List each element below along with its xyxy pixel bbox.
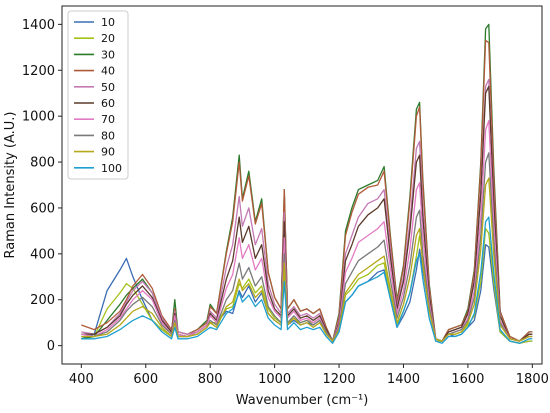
- series-line-70: [81, 120, 533, 342]
- plot-lines: [81, 23, 533, 344]
- x-tick-label: 600: [133, 372, 158, 387]
- legend-label-40: 40: [101, 65, 115, 78]
- y-tick-label: 1400: [22, 18, 55, 33]
- legend-label-50: 50: [101, 81, 115, 94]
- legend-box: [67, 10, 129, 180]
- plot-frame: [61, 5, 543, 365]
- x-tick-label: 800: [198, 372, 223, 387]
- x-tick-label: 1000: [258, 372, 291, 387]
- legend-label-70: 70: [101, 113, 115, 126]
- legend-label-20: 20: [101, 32, 115, 45]
- y-tick-label: 200: [30, 293, 55, 308]
- y-tick-label: 1000: [22, 110, 55, 125]
- x-axis: 400 600 800 1000 1200 1400 1600 1800: [69, 364, 549, 387]
- y-axis-label: Raman Intensity (A.U.): [3, 111, 18, 258]
- y-tick-label: 800: [30, 156, 55, 171]
- legend-label-100: 100: [101, 162, 122, 175]
- x-tick-label: 400: [69, 372, 94, 387]
- y-tick-label: 0: [47, 339, 55, 354]
- legend-label-90: 90: [101, 146, 115, 159]
- x-tick-label: 1400: [387, 372, 420, 387]
- series-line-100: [81, 216, 533, 344]
- legend-label-60: 60: [101, 97, 115, 110]
- x-tick-label: 1200: [323, 372, 356, 387]
- y-tick-label: 600: [30, 201, 55, 216]
- x-tick-label: 1600: [451, 372, 484, 387]
- x-tick-label: 1800: [516, 372, 549, 387]
- y-tick-label: 400: [30, 247, 55, 262]
- legend-label-80: 80: [101, 129, 115, 142]
- legend: 10 20 30 40 50 60 70 80 90 100: [67, 10, 129, 180]
- legend-label-30: 30: [101, 48, 115, 61]
- legend-label-10: 10: [101, 16, 115, 29]
- x-axis-label: Wavenumber (cm⁻¹): [236, 393, 369, 408]
- y-axis: 0 200 400 600 800 1000 1200 1400: [22, 18, 62, 354]
- y-tick-label: 1200: [22, 64, 55, 79]
- series-line-50: [81, 78, 533, 342]
